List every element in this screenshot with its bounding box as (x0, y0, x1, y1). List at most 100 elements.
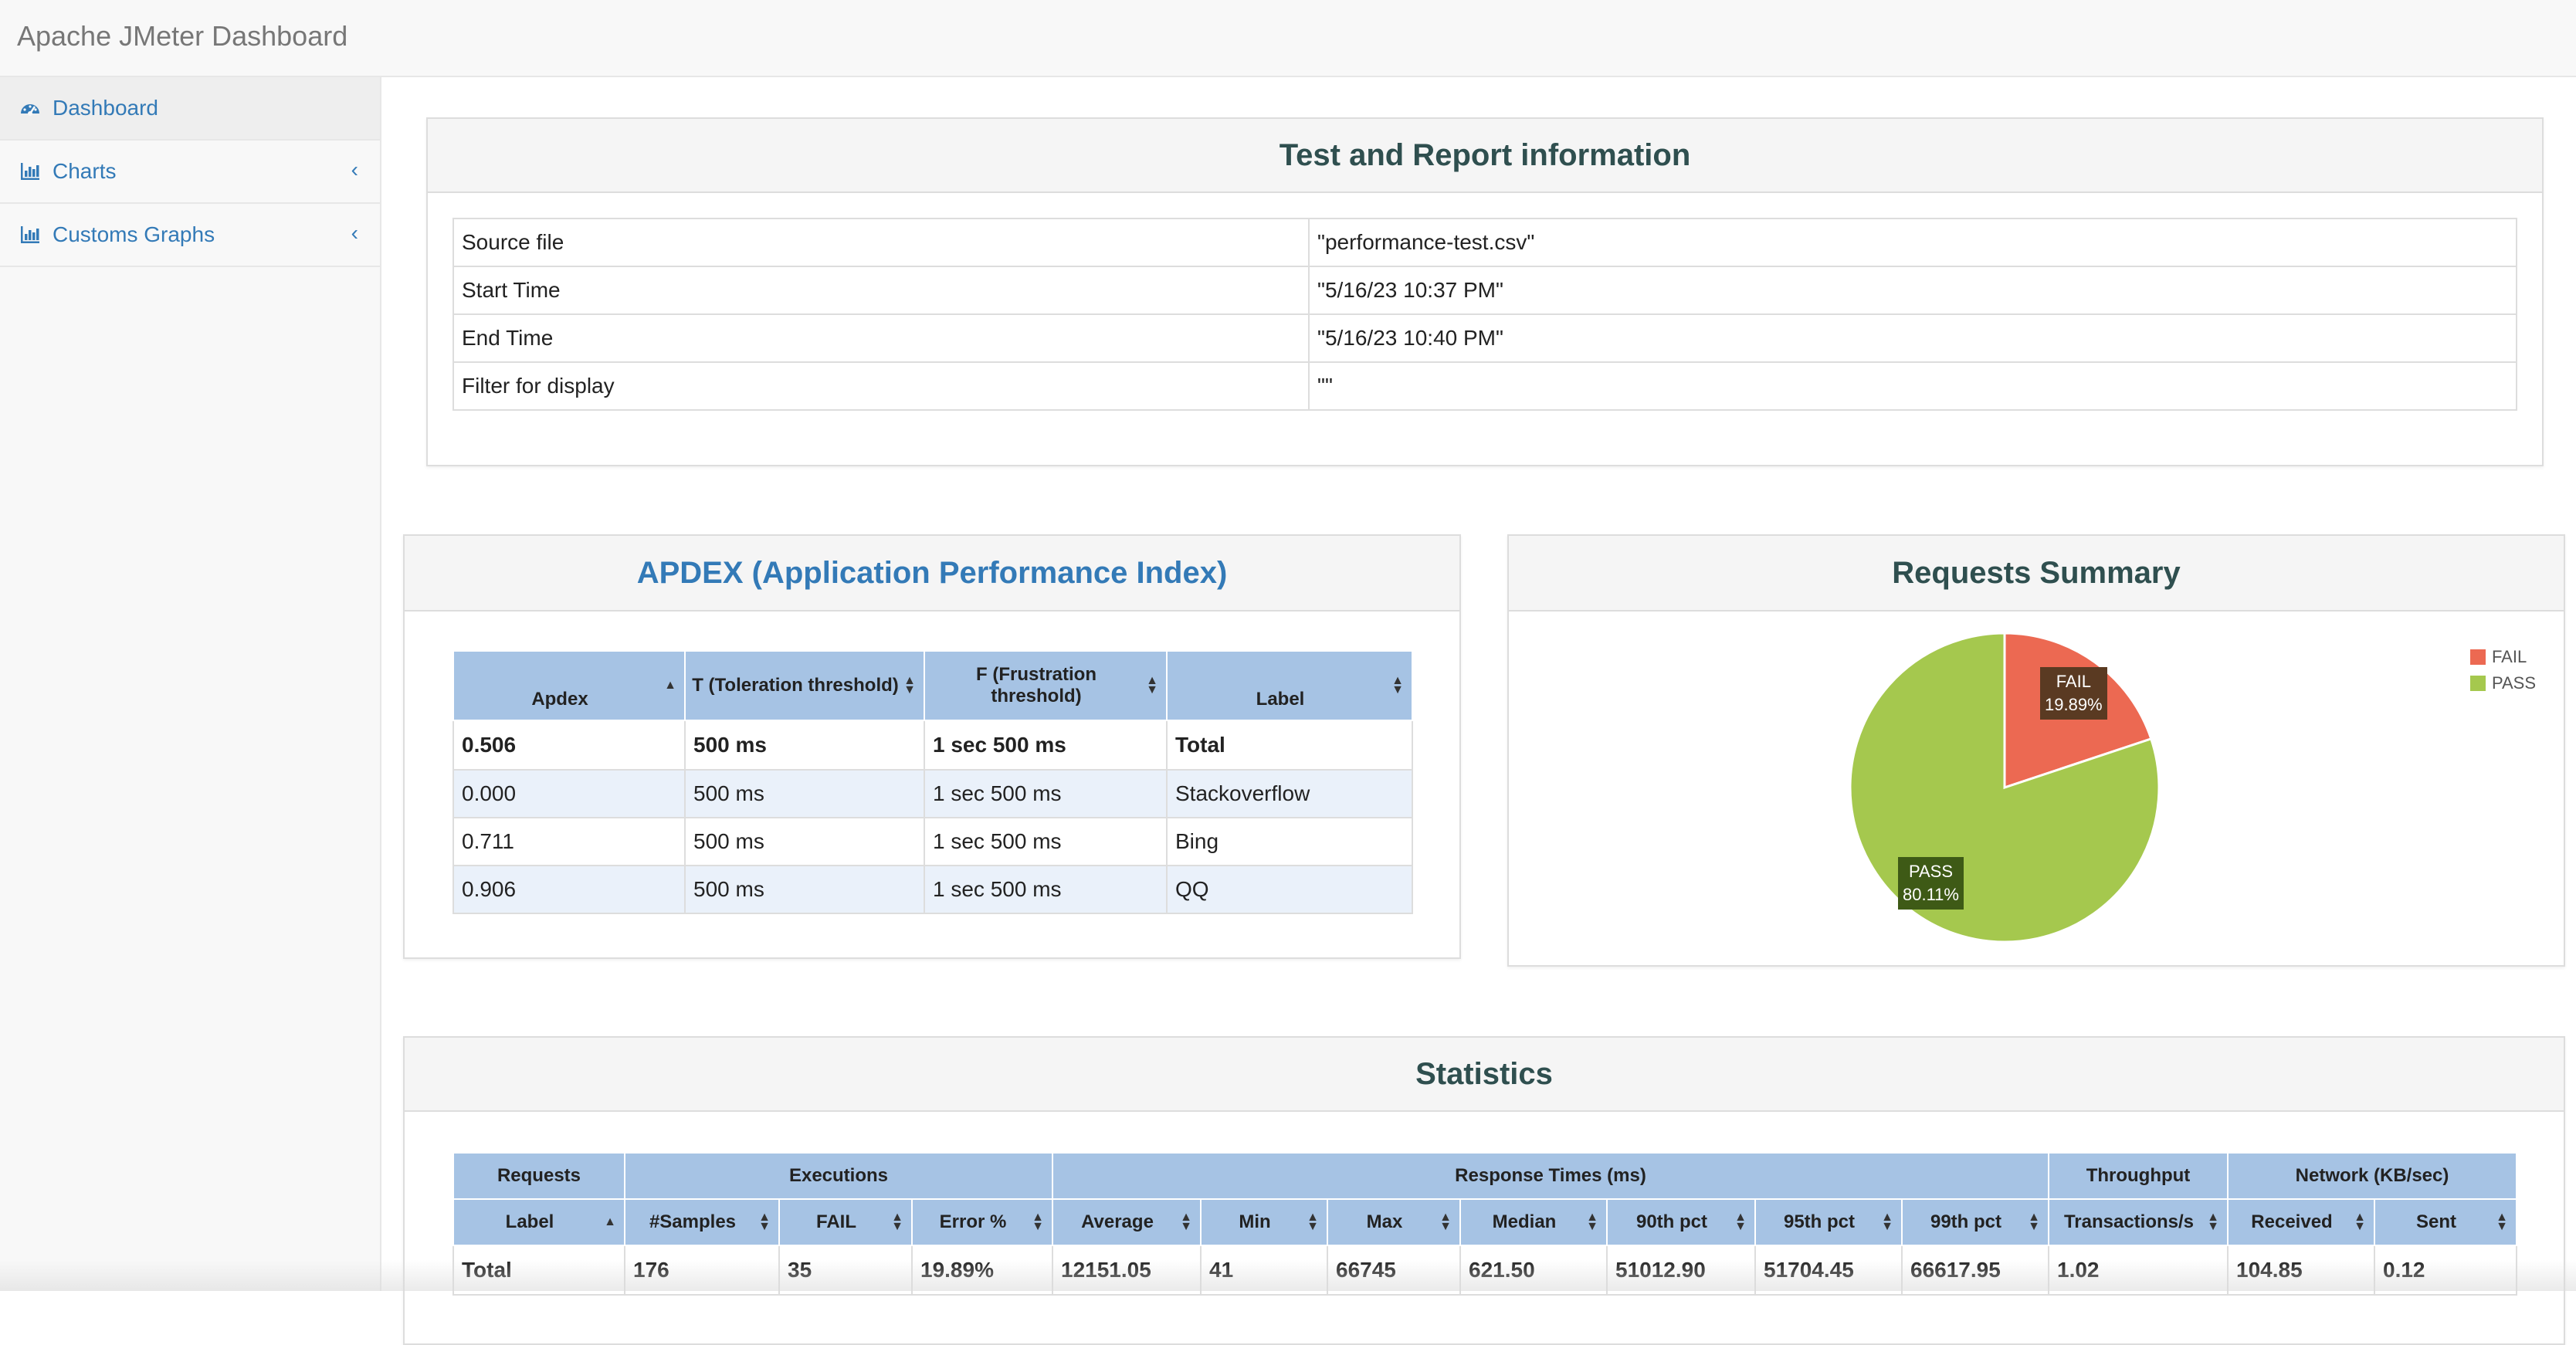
bar-chart-icon (21, 226, 39, 243)
header-label: Transactions/s (2063, 1211, 2195, 1232)
group-header-requests: Requests (452, 1152, 625, 1200)
header-label: Max (1366, 1211, 1403, 1232)
chevron-left-icon[interactable]: ‹ (351, 158, 358, 181)
column-header-average[interactable]: Average ▲ ▼ (1052, 1198, 1202, 1246)
column-header-sent[interactable]: Sent ▲ ▼ (2374, 1198, 2517, 1246)
column-header-apdex[interactable]: Apdex ▲ (452, 650, 686, 721)
requests-summary-panel: Requests Summary FAIL 19.89% PASS 80.11%… (1507, 534, 2565, 967)
sort-icon: ▲ ▼ (758, 1211, 771, 1233)
cell: 1 sec 500 ms (924, 720, 1168, 771)
cell: Total (1166, 720, 1413, 771)
panel-title: APDEX (Application Performance Index) (405, 536, 1459, 612)
header-label: Sent (2415, 1211, 2456, 1232)
column-header-90th-pct[interactable]: 90th pct ▲ ▼ (1606, 1198, 1756, 1246)
cell: 500 ms (684, 817, 925, 866)
column-header-error-pct[interactable]: Error % ▲ ▼ (911, 1198, 1053, 1246)
sidebar-item-charts[interactable]: Charts ‹ (0, 141, 380, 204)
sidebar-item-dashboard[interactable]: Dashboard (0, 77, 380, 141)
table-row: Source file "performance-test.csv" (452, 218, 2517, 267)
column-header-frustration[interactable]: F (Frustration threshold) ▲ ▼ (924, 650, 1168, 721)
dashboard-icon (21, 104, 39, 116)
group-header-throughput: Throughput (2048, 1152, 2229, 1200)
column-header-samples[interactable]: #Samples ▲ ▼ (624, 1198, 780, 1246)
column-header-toleration[interactable]: T (Toleration threshold) ▲ ▼ (684, 650, 925, 721)
apdex-title[interactable]: APDEX (Application Performance Index) (636, 555, 1228, 590)
column-header-95th-pct[interactable]: 95th pct ▲ ▼ (1754, 1198, 1903, 1246)
info-key: End Time (452, 313, 1310, 363)
cell: 500 ms (684, 865, 925, 914)
cell: Bing (1166, 817, 1413, 866)
pie-label-name: PASS (1908, 862, 1954, 881)
sort-icon: ▲ ▼ (2028, 1211, 2040, 1233)
chart-legend: FAIL PASS (2469, 644, 2536, 696)
header-label: 90th pct (1635, 1211, 1707, 1232)
header-label: Average (1081, 1211, 1154, 1232)
group-header-network: Network (KB/sec) (2227, 1152, 2517, 1200)
group-header-executions: Executions (624, 1152, 1053, 1200)
column-header-received[interactable]: Received ▲ ▼ (2227, 1198, 2375, 1246)
bar-chart-icon (21, 163, 39, 180)
header-label: 95th pct (1783, 1211, 1855, 1232)
statistics-panel: Statistics Requests Executions Response … (403, 1036, 2565, 1345)
sort-icon: ▲ ▼ (891, 1211, 903, 1233)
sidebar-item-customs-graphs[interactable]: Customs Graphs ‹ (0, 204, 380, 267)
statistics-title: Statistics (1415, 1056, 1553, 1091)
sort-icon: ▲ ▼ (1032, 1211, 1044, 1233)
column-header-fail[interactable]: FAIL ▲ ▼ (778, 1198, 913, 1246)
info-key: Start Time (452, 266, 1310, 315)
legend-swatch (2469, 649, 2486, 665)
test-info-panel: Test and Report information Source file … (426, 117, 2544, 466)
column-header-median[interactable]: Median ▲ ▼ (1459, 1198, 1608, 1246)
info-value: "5/16/23 10:40 PM" (1308, 313, 2517, 363)
table-row: Filter for display "" (452, 361, 2517, 411)
sort-icon: ▲ ▼ (903, 674, 916, 696)
table-row: 0.711 500 ms 1 sec 500 ms Bing (452, 817, 1413, 866)
bottom-shadow (0, 1260, 2576, 1291)
column-header-label[interactable]: Label ▲ (452, 1198, 625, 1246)
header-label: 99th pct (1930, 1211, 2001, 1232)
info-value: "performance-test.csv" (1308, 218, 2517, 267)
sort-icon: ▲ ▼ (2496, 1211, 2508, 1233)
sort-icon: ▲ ▼ (1146, 674, 1158, 696)
panel-title: Test and Report information (428, 119, 2542, 193)
cell: 500 ms (684, 720, 925, 771)
sort-icon: ▲ ▼ (1881, 1211, 1893, 1233)
table-row: Start Time "5/16/23 10:37 PM" (452, 266, 2517, 315)
table-header-row: Apdex ▲ T (Toleration threshold) ▲ ▼ F (F… (452, 650, 1413, 721)
cell: QQ (1166, 865, 1413, 914)
cell: 1 sec 500 ms (924, 865, 1168, 914)
sort-icon: ▲ ▼ (1586, 1211, 1598, 1233)
sort-asc-icon: ▲ (664, 679, 676, 692)
column-header-max[interactable]: Max ▲ ▼ (1327, 1198, 1461, 1246)
legend-item-pass[interactable]: PASS (2469, 670, 2536, 696)
sort-icon: ▲ ▼ (1391, 674, 1404, 696)
pie-label-fail: FAIL 19.89% (2040, 667, 2107, 720)
pie-label-value: 19.89% (2045, 695, 2103, 714)
sort-icon: ▲ ▼ (1307, 1211, 1319, 1233)
header-label: Label (505, 1211, 554, 1232)
cell: 1 sec 500 ms (924, 769, 1168, 818)
info-key: Filter for display (452, 361, 1310, 411)
cell: 0.000 (452, 769, 686, 818)
header-label: FAIL (816, 1211, 856, 1232)
apdex-panel: APDEX (Application Performance Index) Ap… (403, 534, 1461, 959)
header-label: Error % (939, 1211, 1007, 1232)
header-label: Median (1492, 1211, 1557, 1232)
column-header-min[interactable]: Min ▲ ▼ (1200, 1198, 1328, 1246)
chevron-left-icon[interactable]: ‹ (351, 221, 358, 245)
legend-item-fail[interactable]: FAIL (2469, 644, 2536, 670)
header-label: F (Frustration threshold) (976, 664, 1096, 706)
cell: Stackoverflow (1166, 769, 1413, 818)
column-header-label[interactable]: Label ▲ ▼ (1166, 650, 1413, 721)
sort-icon: ▲ ▼ (2354, 1211, 2366, 1233)
header-label: Min (1239, 1211, 1271, 1232)
column-header-transactions[interactable]: Transactions/s ▲ ▼ (2048, 1198, 2229, 1246)
app-title[interactable]: Apache JMeter Dashboard (17, 20, 348, 52)
header-label: Apdex (531, 689, 588, 710)
column-header-99th-pct[interactable]: 99th pct ▲ ▼ (1901, 1198, 2049, 1246)
sidebar-item-label: Charts (53, 159, 117, 183)
info-key: Source file (452, 218, 1310, 267)
sidebar-item-label: Customs Graphs (53, 222, 215, 246)
sidebar-item-label: Dashboard (53, 96, 158, 120)
sidebar: Dashboard Charts ‹ Customs Graphs ‹ (0, 77, 381, 1291)
